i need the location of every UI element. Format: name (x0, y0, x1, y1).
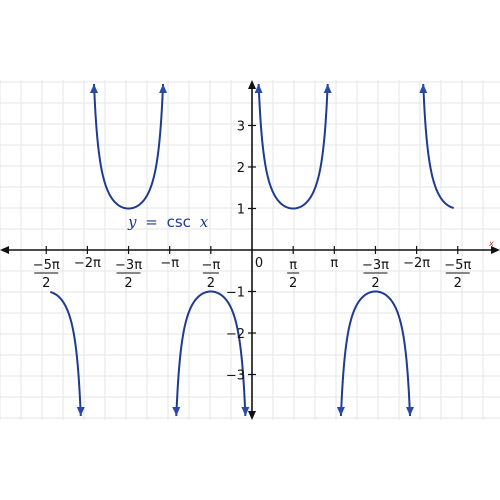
x-tick-label: π (330, 256, 338, 271)
x-axis-label: x (488, 239, 494, 248)
x-tick-numerator: π (289, 258, 297, 273)
curve-arrow (90, 84, 99, 93)
curve-arrow (405, 407, 414, 416)
x-tick-denominator: 2 (124, 276, 132, 291)
axes (0, 80, 500, 420)
curve-arrow (419, 84, 428, 93)
x-tick-label: −2π (403, 256, 430, 271)
curve-arrow (159, 84, 168, 93)
x-tick-numerator: −3π (362, 258, 389, 273)
y-axis-arrow-top (248, 80, 256, 89)
x-tick-label: 0 (255, 256, 263, 271)
x-tick-denominator: 2 (371, 276, 379, 291)
x-tick-label: −π (160, 256, 179, 271)
csc-curve-branch (93, 83, 165, 210)
x-tick-denominator: 2 (42, 276, 50, 291)
x-tick-numerator: −3π (115, 258, 142, 273)
x-tick-numerator: −π (201, 258, 220, 273)
x-tick-denominator: 2 (207, 276, 215, 291)
equation-label: y = csc x (127, 213, 209, 231)
x-axis-arrow-left (0, 246, 9, 254)
curve-series (50, 83, 454, 417)
x-axis-arrow-right (491, 246, 500, 254)
csc-curve-branch (50, 291, 82, 417)
x-tick-numerator: −5π (33, 258, 60, 273)
y-tick-label: 2 (237, 161, 245, 176)
y-tick-label: 1 (237, 203, 245, 218)
csc-curve-branch (257, 83, 329, 210)
curve-arrow (254, 84, 263, 93)
x-tick-denominator: 2 (289, 276, 297, 291)
curve-arrow (336, 407, 345, 416)
curve-arrow (323, 84, 332, 93)
curve-arrow (76, 407, 85, 416)
csc-curve-branch (339, 290, 411, 417)
y-axis-arrow-bottom (248, 411, 256, 420)
y-tick-label: 3 (237, 120, 245, 135)
curve-arrow (241, 407, 250, 416)
y-tick-label: −3 (226, 369, 245, 384)
curve-arrow (172, 407, 181, 416)
tick-labels: −3 −2 −1 1 2 3 −5π 2 −2π −3π 2 −π −π 2 0 π 2 π −3π 2 −2π −5π 2 (33, 120, 472, 384)
y-tick-label: −2 (226, 327, 245, 342)
x-tick-denominator: 2 (454, 276, 462, 291)
csc-curve-branch (175, 290, 247, 417)
x-tick-numerator: −5π (444, 258, 471, 273)
x-tick-label: −2π (74, 256, 101, 271)
y-tick-label: −1 (226, 286, 245, 301)
csc-curve-branch (422, 83, 454, 209)
